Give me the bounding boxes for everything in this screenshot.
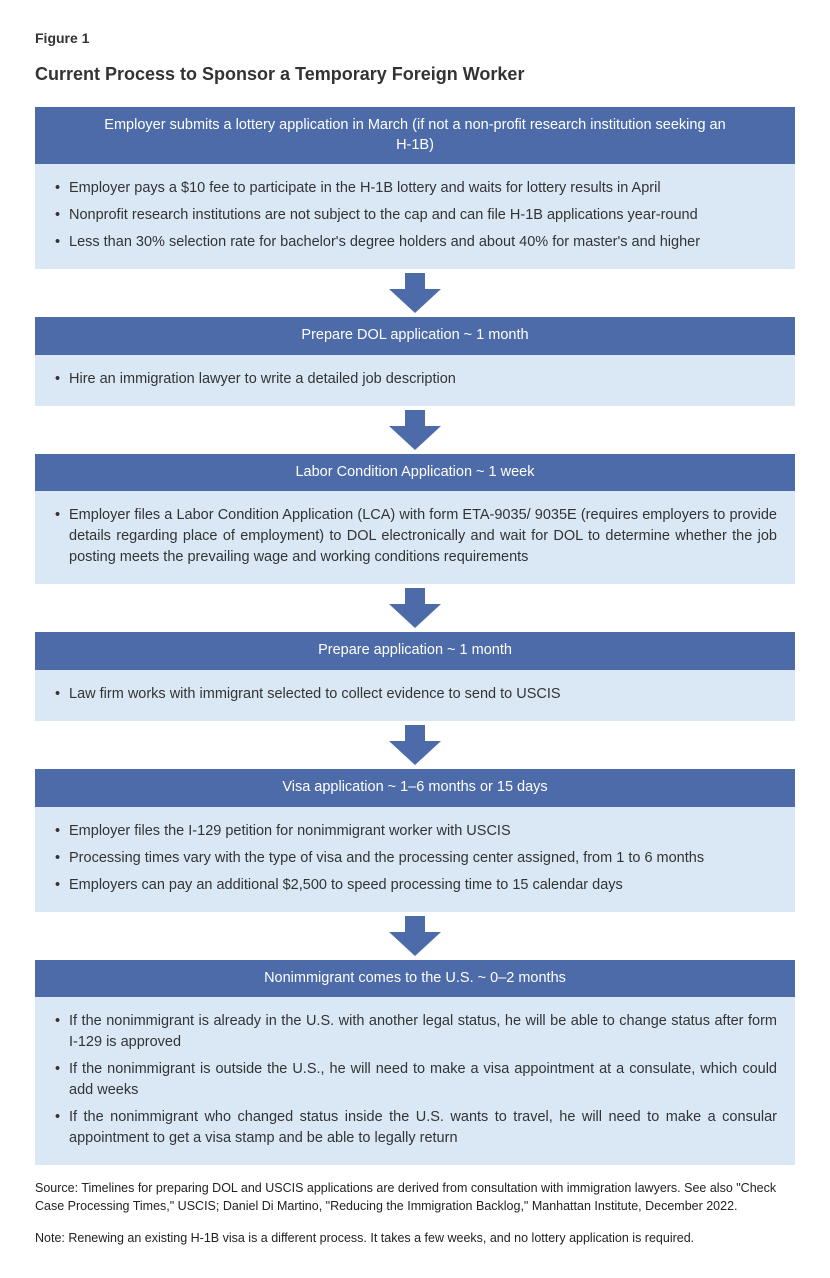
flowchart: Employer submits a lottery application i… [35,107,795,1165]
step-body: Employer files the I-129 petition for no… [35,807,795,912]
step-header: Visa application ~ 1–6 months or 15 days [35,769,795,807]
source-text: Source: Timelines for preparing DOL and … [35,1179,795,1215]
down-arrow-icon [35,410,795,450]
step-bullet: Law firm works with immigrant selected t… [53,684,777,705]
down-arrow-icon [35,725,795,765]
step-body: Law firm works with immigrant selected t… [35,670,795,721]
step-bullet: Processing times vary with the type of v… [53,848,777,869]
step-bullet: Employer files the I-129 petition for no… [53,821,777,842]
step-body: Hire an immigration lawyer to write a de… [35,355,795,406]
down-arrow-icon [35,916,795,956]
step-body: Employer pays a $10 fee to participate i… [35,164,795,269]
figure-title: Current Process to Sponsor a Temporary F… [35,64,795,85]
step-bullet: Employer pays a $10 fee to participate i… [53,178,777,199]
step-bullet: Employers can pay an additional $2,500 t… [53,875,777,896]
flow-step: Employer submits a lottery application i… [35,107,795,269]
step-bullet: Employer files a Labor Condition Applica… [53,505,777,568]
step-body: Employer files a Labor Condition Applica… [35,491,795,584]
flow-step: Visa application ~ 1–6 months or 15 days… [35,769,795,912]
down-arrow-icon [35,588,795,628]
down-arrow-icon [35,273,795,313]
figure-label: Figure 1 [35,30,795,46]
note-text: Note: Renewing an existing H-1B visa is … [35,1229,795,1247]
step-header: Employer submits a lottery application i… [35,107,795,164]
step-bullet: If the nonimmigrant who changed status i… [53,1107,777,1149]
step-header: Labor Condition Application ~ 1 week [35,454,795,492]
step-bullet: If the nonimmigrant is already in the U.… [53,1011,777,1053]
step-body: If the nonimmigrant is already in the U.… [35,997,795,1165]
step-bullet: If the nonimmigrant is outside the U.S.,… [53,1059,777,1101]
step-header: Nonimmigrant comes to the U.S. ~ 0–2 mon… [35,960,795,998]
flow-step: Nonimmigrant comes to the U.S. ~ 0–2 mon… [35,960,795,1166]
step-bullet: Nonprofit research institutions are not … [53,205,777,226]
step-bullet: Hire an immigration lawyer to write a de… [53,369,777,390]
flow-step: Prepare DOL application ~ 1 month Hire an… [35,317,795,406]
step-bullet: Less than 30% selection rate for bachelo… [53,232,777,253]
step-header: Prepare DOL application ~ 1 month [35,317,795,355]
step-header: Prepare application ~ 1 month [35,632,795,670]
flow-step: Prepare application ~ 1 month Law firm wo… [35,632,795,721]
flow-step: Labor Condition Application ~ 1 week Empl… [35,454,795,585]
